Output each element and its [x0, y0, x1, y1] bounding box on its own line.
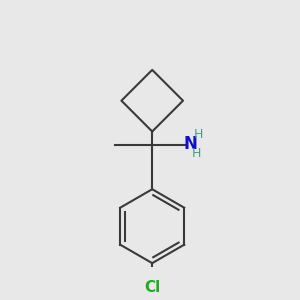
Text: N: N: [184, 135, 198, 153]
Text: Cl: Cl: [144, 280, 160, 295]
Text: H: H: [194, 128, 203, 141]
Text: H: H: [192, 147, 202, 160]
